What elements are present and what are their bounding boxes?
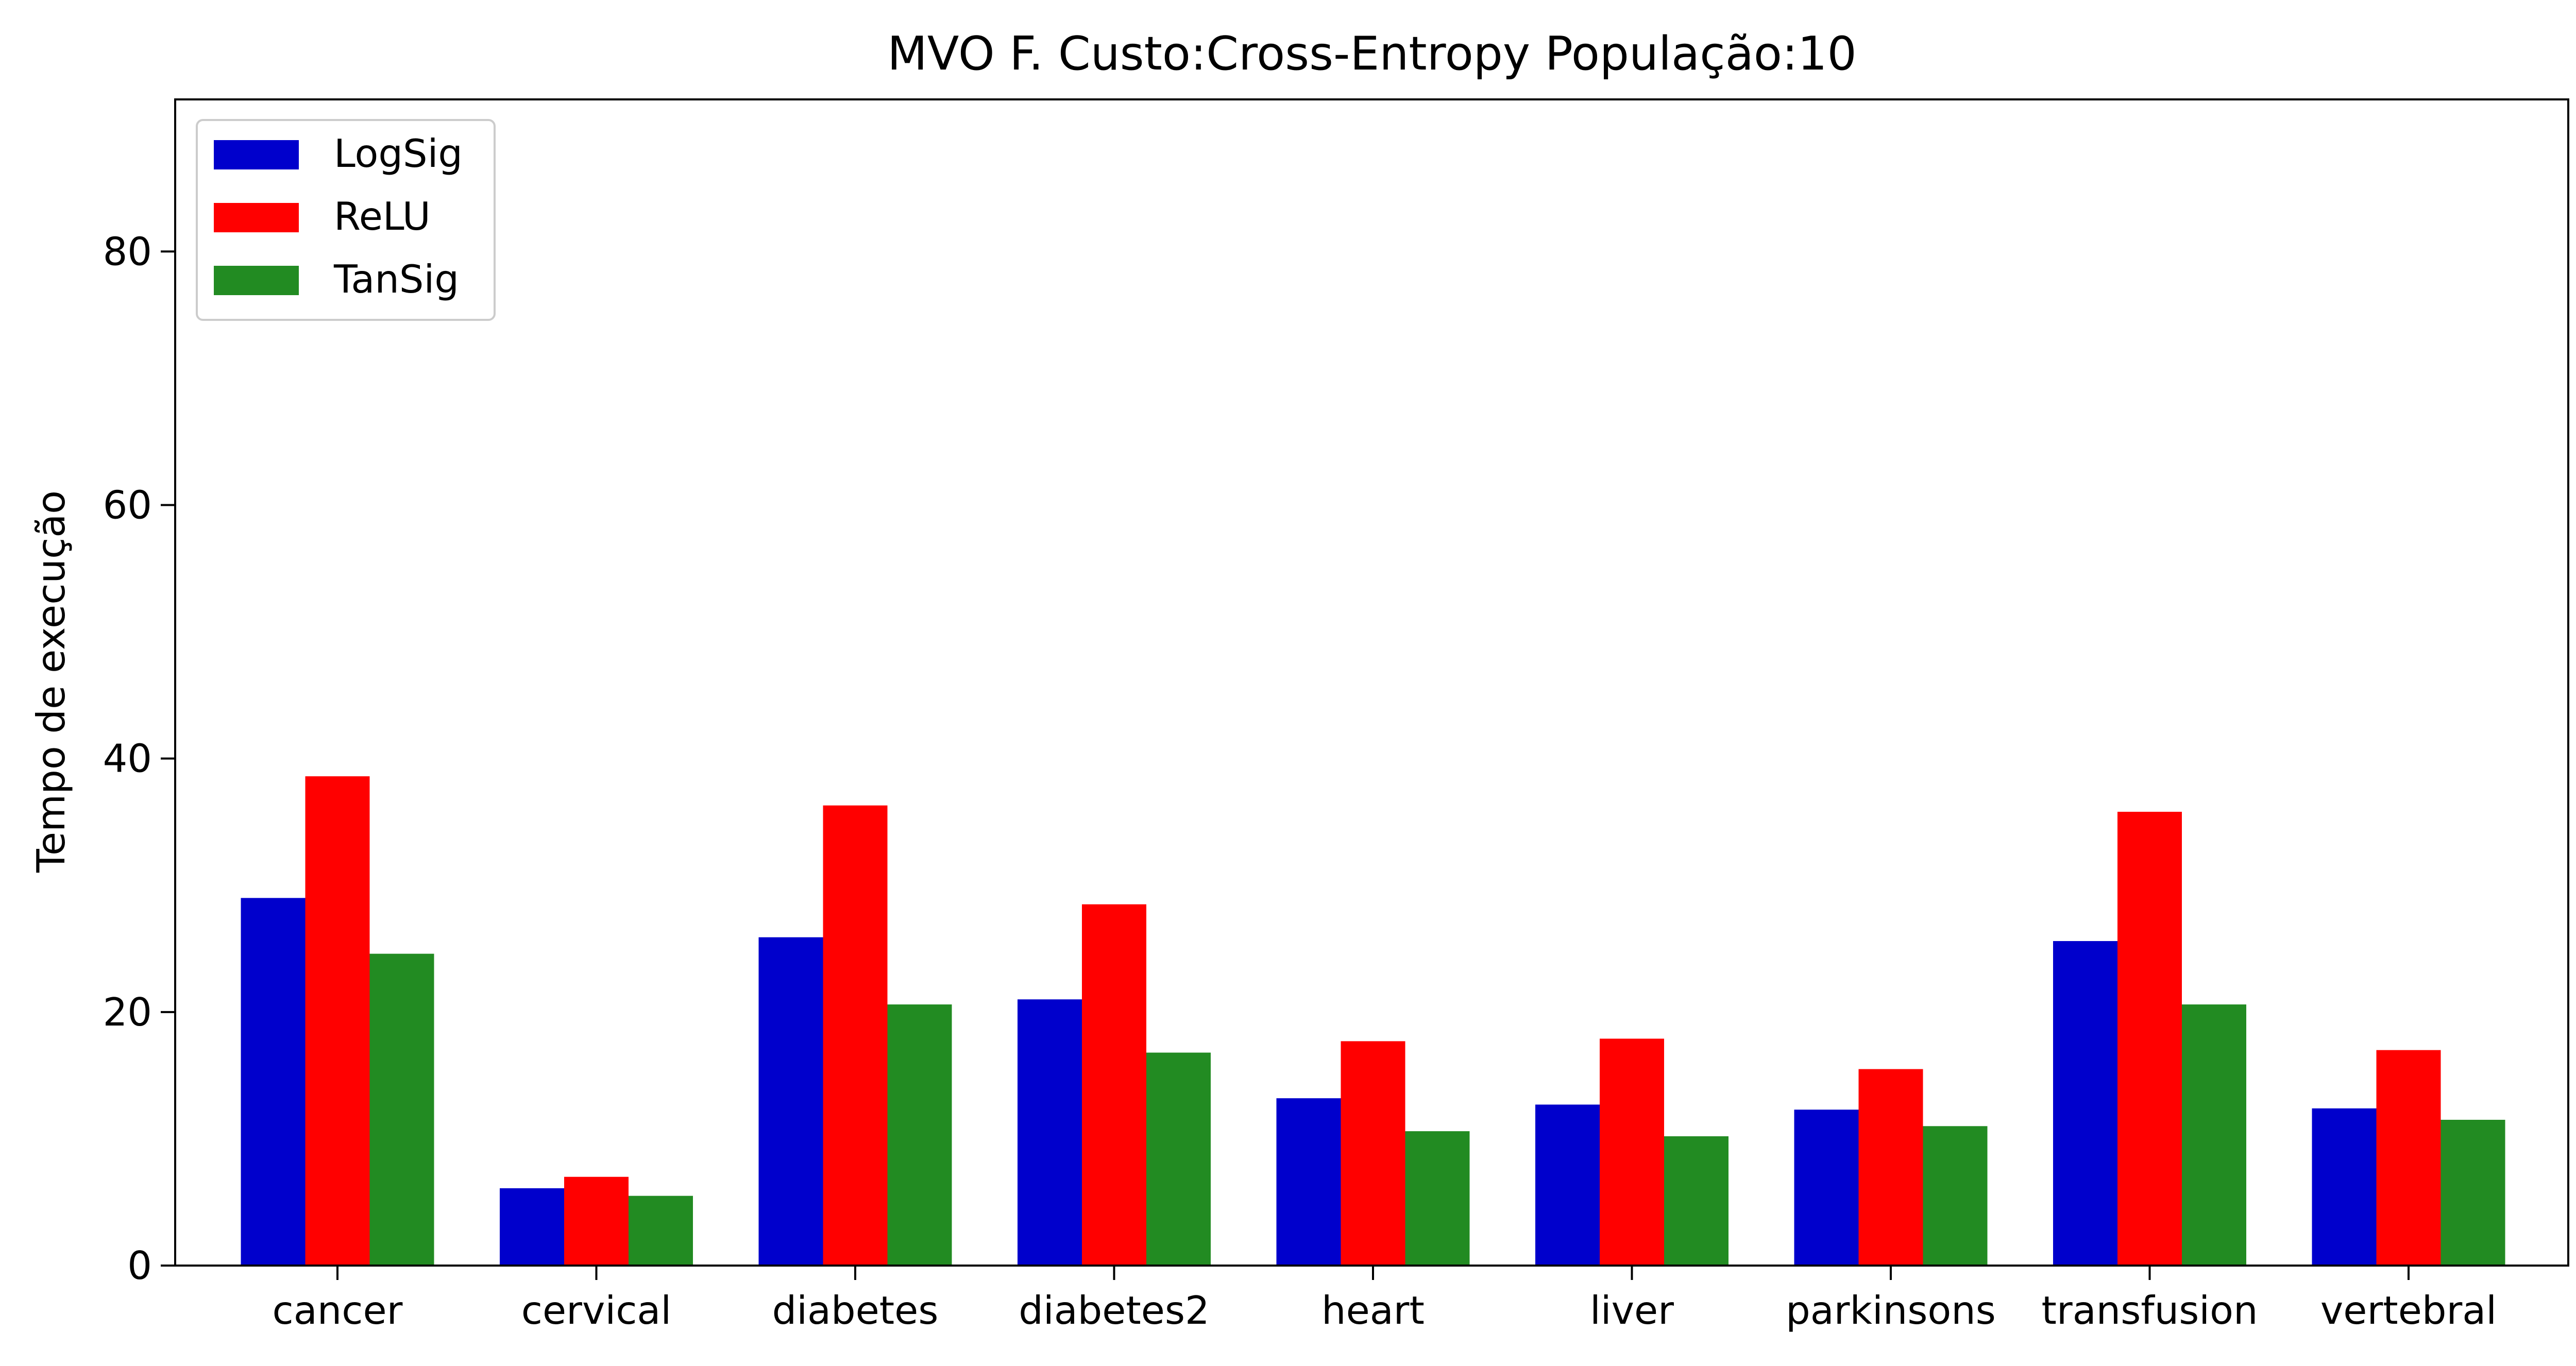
legend-label-relu: ReLU bbox=[334, 194, 431, 239]
y-tick-label: 60 bbox=[103, 482, 152, 527]
legend-swatch-relu bbox=[214, 203, 299, 232]
chart-title: MVO F. Custo:Cross-Entropy População:10 bbox=[887, 27, 1857, 81]
bar-relu-parkinsons bbox=[1858, 1069, 1923, 1266]
bar-relu-diabetes2 bbox=[1082, 904, 1146, 1266]
bar-tansig-vertebral bbox=[2441, 1120, 2505, 1266]
bar-tansig-diabetes2 bbox=[1146, 1052, 1211, 1266]
x-tick-label-heart: heart bbox=[1321, 1288, 1425, 1333]
bar-logsig-parkinsons bbox=[1794, 1109, 1859, 1266]
bars-group bbox=[241, 776, 2505, 1266]
bar-logsig-cervical bbox=[500, 1188, 564, 1266]
plot-frame bbox=[174, 98, 2569, 1267]
legend-label-tansig: TanSig bbox=[333, 257, 459, 302]
x-tick-label-vertebral: vertebral bbox=[2320, 1288, 2497, 1333]
bar-logsig-heart bbox=[1276, 1098, 1341, 1266]
legend: LogSig ReLU TanSig bbox=[196, 119, 496, 321]
x-tick-label-transfusion: transfusion bbox=[2041, 1288, 2258, 1333]
bar-tansig-cancer bbox=[369, 953, 434, 1266]
x-tick-label-liver: liver bbox=[1590, 1288, 1674, 1333]
bar-tansig-liver bbox=[1664, 1136, 1728, 1266]
bar-logsig-cancer bbox=[241, 898, 306, 1266]
x-tick-label-cervical: cervical bbox=[521, 1288, 671, 1333]
y-tick-label: 20 bbox=[103, 989, 152, 1035]
y-axis: 0 20 40 60 80 bbox=[103, 229, 175, 1288]
bar-logsig-diabetes bbox=[758, 937, 823, 1266]
x-tick-label-cancer: cancer bbox=[273, 1288, 403, 1333]
x-tick-label-diabetes2: diabetes2 bbox=[1019, 1288, 1210, 1333]
y-tick-label: 80 bbox=[103, 229, 152, 274]
bar-tansig-heart bbox=[1405, 1131, 1470, 1266]
bar-logsig-diabetes2 bbox=[1018, 999, 1082, 1266]
legend-swatch-logsig bbox=[214, 140, 299, 169]
y-tick-label: 40 bbox=[103, 736, 152, 781]
y-tick-label: 0 bbox=[127, 1243, 152, 1288]
x-tick-label-parkinsons: parkinsons bbox=[1786, 1288, 1996, 1333]
bar-logsig-vertebral bbox=[2312, 1108, 2377, 1266]
bar-relu-diabetes bbox=[823, 805, 888, 1266]
x-tick-label-diabetes: diabetes bbox=[772, 1288, 939, 1333]
bar-relu-heart bbox=[1341, 1041, 1405, 1266]
x-axis: cancer cervical diabetes diabetes2 heart live… bbox=[273, 1266, 2497, 1333]
legend-swatch-tansig bbox=[214, 266, 299, 295]
bar-tansig-transfusion bbox=[2182, 1004, 2246, 1266]
bar-relu-liver bbox=[1600, 1038, 1664, 1266]
y-axis-label: Tempo de execução bbox=[28, 490, 74, 873]
bar-tansig-cervical bbox=[629, 1196, 693, 1266]
bar-tansig-diabetes bbox=[887, 1004, 952, 1266]
bar-relu-transfusion bbox=[2117, 812, 2182, 1266]
bar-relu-cancer bbox=[305, 776, 370, 1266]
bar-relu-cervical bbox=[564, 1176, 629, 1266]
bar-relu-vertebral bbox=[2376, 1050, 2441, 1266]
legend-label-logsig: LogSig bbox=[334, 131, 463, 176]
bar-tansig-parkinsons bbox=[1923, 1126, 1988, 1266]
bar-logsig-transfusion bbox=[2053, 941, 2117, 1266]
bar-logsig-liver bbox=[1535, 1104, 1600, 1266]
